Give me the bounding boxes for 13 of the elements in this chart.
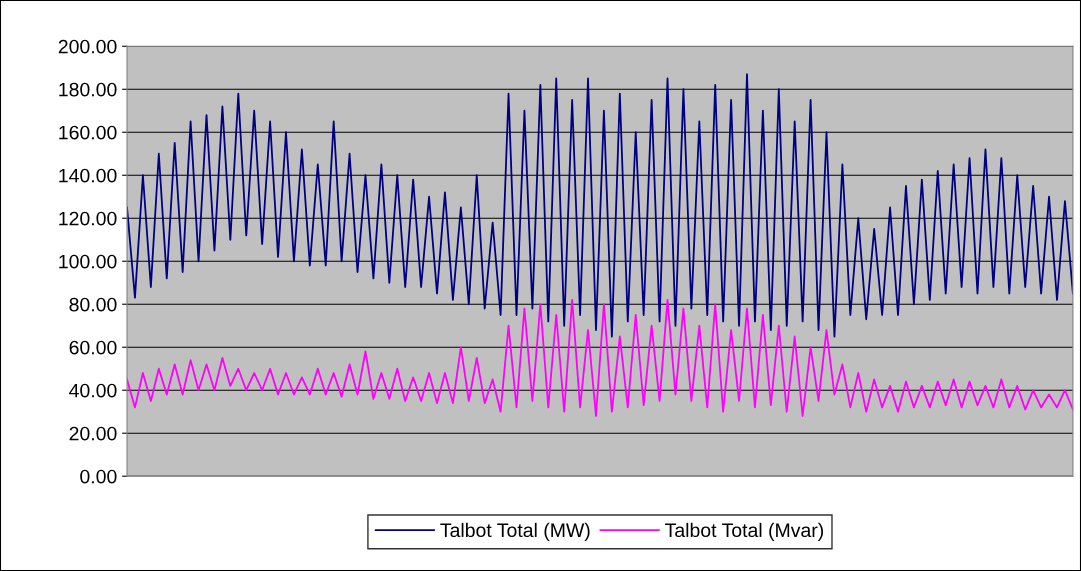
legend-label: Talbot Total (MW) (440, 522, 590, 541)
y-tick-label: 0.00 (80, 469, 117, 484)
y-tick-label: 180.00 (59, 82, 117, 97)
y-tick-label: 120.00 (59, 211, 117, 226)
y-tick-label: 200.00 (58, 39, 117, 54)
y-tick-label: 100.00 (59, 254, 117, 269)
y-tick-label: 80.00 (69, 297, 117, 312)
y-tick-label: 160.00 (59, 125, 117, 140)
y-tick-label: 60.00 (69, 340, 117, 355)
legend-label: Talbot Total (Mvar) (665, 522, 824, 541)
y-tick-label: 140.00 (59, 168, 117, 183)
y-tick-label: 40.00 (69, 383, 117, 398)
y-tick-label: 20.00 (69, 426, 117, 441)
